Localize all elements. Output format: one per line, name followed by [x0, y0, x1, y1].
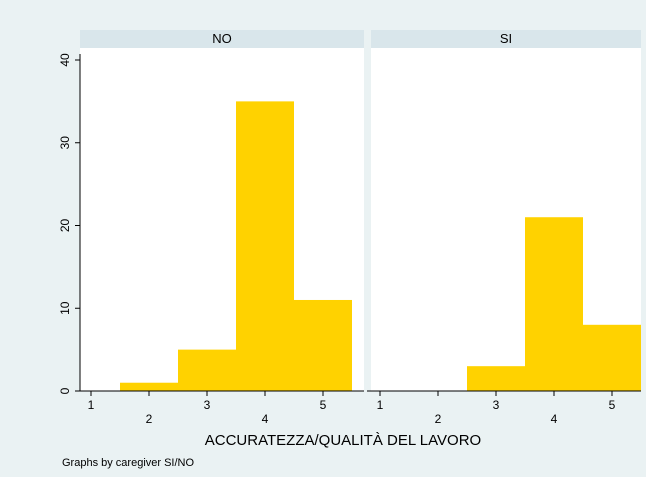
bar: [120, 382, 178, 391]
panel-no: NO 1 2 3 4 5: [76, 30, 364, 426]
bar: [583, 324, 641, 391]
graphs-by-note: Graphs by caregiver SI/NO: [62, 457, 194, 469]
x-tick-label: 1: [88, 398, 95, 412]
bar: [525, 217, 583, 391]
bar: [178, 349, 236, 391]
x-tick-label: 4: [262, 412, 269, 426]
bar: [236, 101, 294, 391]
panel-title: SI: [500, 31, 512, 46]
x-tick-label: 4: [551, 412, 558, 426]
y-tick-label: 40: [58, 53, 72, 67]
x-tick-label: 5: [609, 398, 616, 412]
x-tick-label: 3: [493, 398, 500, 412]
x-tick-label: 5: [320, 398, 327, 412]
y-tick-label: 10: [58, 301, 72, 315]
x-tick-label: 2: [146, 412, 153, 426]
bar: [294, 299, 352, 391]
x-tick-label: 1: [377, 398, 384, 412]
panel-title: NO: [212, 31, 232, 46]
x-tick-label: 3: [204, 398, 211, 412]
y-axis: 0 10 20 30 40: [58, 53, 81, 394]
x-axis-title: ACCURATEZZA/QUALITÀ DEL LAVORO: [205, 432, 481, 449]
x-tick-label: 2: [435, 412, 442, 426]
y-tick-label: 30: [58, 136, 72, 150]
panel-si: SI 1 2 3 4 5: [367, 30, 641, 426]
panels-layer: NO 1 2 3 4 5 SI 1 2 3 4 5: [76, 30, 641, 426]
panel-header-strip: [80, 30, 364, 48]
bar: [467, 366, 525, 391]
y-tick-label: 20: [58, 219, 72, 233]
panel-header-strip: [371, 30, 641, 48]
y-tick-label: 0: [58, 387, 72, 394]
